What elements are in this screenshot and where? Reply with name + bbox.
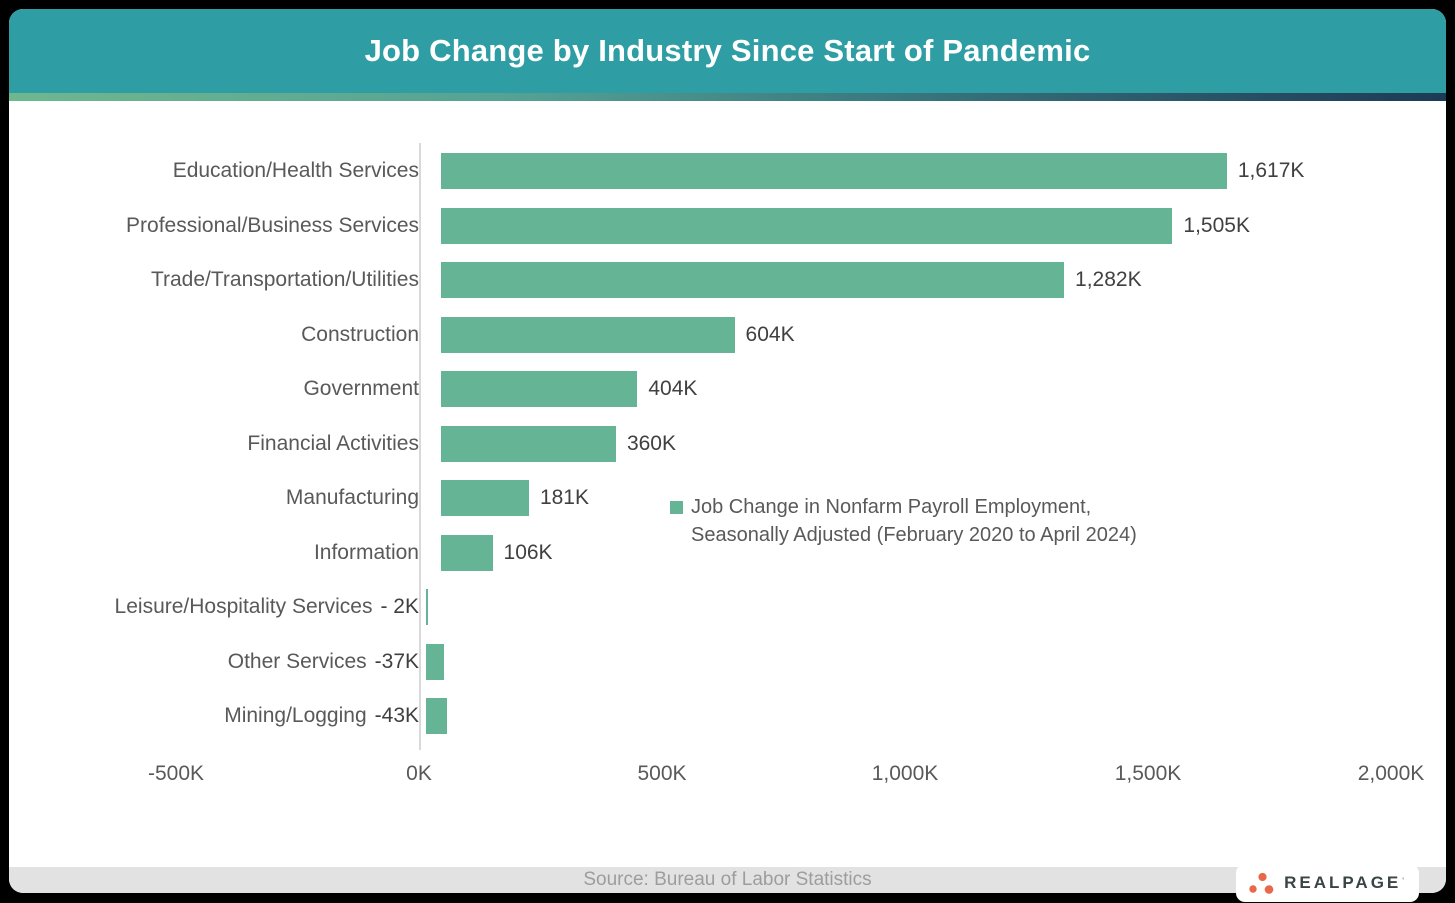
- bar: [426, 589, 428, 626]
- bar: [441, 207, 1173, 244]
- bar-zone: 1,617K: [441, 144, 1304, 199]
- category-label: Education/Health Services: [172, 159, 419, 183]
- category-zone: Professional/Business Services: [9, 199, 441, 254]
- category-zone: Mining/Logging -43K: [9, 689, 447, 744]
- chart-area: Education/Health Services 1,617K Professio…: [9, 101, 1446, 867]
- bar-value-label: 360K: [626, 431, 676, 455]
- category-label: Trade/Transportation/Utilities: [150, 268, 419, 292]
- category-label: Financial Activities: [247, 431, 419, 455]
- bar-value-label: 106K: [503, 540, 553, 564]
- realpage-wordmark: REALPAGE: [1284, 873, 1402, 892]
- bar-zone: 1,282K: [441, 253, 1142, 308]
- bar-value-label: 1,505K: [1183, 213, 1250, 237]
- category-zone: Government: [9, 362, 441, 417]
- x-tick-label: 1,500K: [1114, 762, 1182, 785]
- category-zone: Manufacturing: [9, 471, 441, 526]
- footer: Source: Bureau of Labor Statistics: [9, 867, 1446, 893]
- category-label: Construction: [301, 322, 419, 346]
- source-attribution: Source: Bureau of Labor Statistics: [583, 869, 872, 890]
- category-zone: Financial Activities: [9, 417, 441, 472]
- bar-row: Trade/Transportation/Utilities 1,282K: [9, 253, 1446, 308]
- bar-zone: 181K: [441, 471, 589, 526]
- category-zone: Leisure/Hospitality Services - 2K: [9, 580, 428, 635]
- category-zone: Other Services -37K: [9, 635, 444, 690]
- bar-zone: 604K: [441, 308, 795, 363]
- bar: [426, 698, 447, 735]
- chart-card: Job Change by Industry Since Start of Pa…: [9, 9, 1446, 893]
- chart-title: Job Change by Industry Since Start of Pa…: [364, 33, 1091, 68]
- category-label: Mining/Logging: [224, 704, 367, 728]
- bar: [441, 371, 638, 408]
- bar-value-label: 1,617K: [1237, 159, 1305, 183]
- bar-value-label: -43K: [374, 704, 419, 728]
- bar-row: Education/Health Services 1,617K: [9, 144, 1446, 199]
- bar-zone: 106K: [441, 526, 553, 581]
- bar-row: Information 106K: [9, 526, 1446, 581]
- bar: [426, 643, 444, 680]
- bar-row: Professional/Business Services 1,505K: [9, 199, 1446, 254]
- bar-row: Manufacturing 181K: [9, 471, 1446, 526]
- category-zone: Education/Health Services: [9, 144, 441, 199]
- bar-value-label: - 2K: [380, 595, 419, 619]
- category-label: Government: [303, 377, 419, 401]
- category-label: Professional/Business Services: [126, 213, 419, 237]
- bar: [441, 425, 616, 462]
- x-tick-label: -500K: [147, 762, 205, 785]
- bar-row: Mining/Logging -43K: [9, 689, 1446, 744]
- bar-value-label: 404K: [648, 377, 698, 401]
- category-zone: Trade/Transportation/Utilities: [9, 253, 441, 308]
- bar-row: Government 404K: [9, 362, 1446, 417]
- x-tick-label: 500K: [637, 762, 687, 785]
- category-label: Information: [313, 540, 419, 564]
- legend-line-2: Seasonally Adjusted (February 2020 to Ap…: [691, 524, 1137, 546]
- bar-zone: 1,505K: [441, 199, 1250, 254]
- x-tick-label: 0K: [406, 762, 432, 785]
- bar-row: Other Services -37K: [9, 635, 1446, 690]
- bar-row: Leisure/Hospitality Services - 2K: [9, 580, 1446, 635]
- bar-value-label: 1,282K: [1075, 268, 1142, 292]
- bar: [441, 153, 1227, 190]
- legend: Job Change in Nonfarm Payroll Employment…: [670, 493, 1137, 549]
- bar-zone: 360K: [441, 417, 676, 472]
- category-label: Other Services: [227, 649, 367, 673]
- x-axis: -500K 0K 500K 1,000K 1,500K 2,000K: [9, 762, 1446, 788]
- bar: [441, 534, 493, 571]
- category-zone: Information: [9, 526, 441, 581]
- trademark-mark: ': [1402, 876, 1404, 886]
- gradient-divider: [9, 93, 1446, 101]
- bar: [441, 480, 529, 517]
- bar-row: Construction 604K: [9, 308, 1446, 363]
- category-zone: Construction: [9, 308, 441, 363]
- legend-marker-icon: [670, 501, 683, 514]
- zero-axis-line: [419, 143, 421, 750]
- bar: [441, 262, 1065, 299]
- bar-value-label: 604K: [745, 322, 795, 346]
- bar-rows: Education/Health Services 1,617K Professio…: [9, 144, 1446, 744]
- bar-row: Financial Activities 360K: [9, 417, 1446, 472]
- legend-text: Job Change in Nonfarm Payroll Employment…: [691, 493, 1137, 549]
- category-label: Manufacturing: [285, 486, 419, 510]
- bar-value-label: 181K: [539, 486, 589, 510]
- bar-value-label: -37K: [374, 649, 419, 673]
- realpage-dots-icon: [1249, 872, 1274, 894]
- x-tick-label: 1,000K: [871, 762, 939, 785]
- bar: [441, 316, 735, 353]
- bar-zone: 404K: [441, 362, 697, 417]
- legend-line-1: Job Change in Nonfarm Payroll Employment…: [691, 496, 1092, 518]
- title-bar: Job Change by Industry Since Start of Pa…: [9, 9, 1446, 93]
- category-label: Leisure/Hospitality Services: [114, 595, 373, 619]
- x-tick-label: 2,000K: [1357, 762, 1425, 785]
- realpage-logo: REALPAGE ': [1236, 864, 1419, 902]
